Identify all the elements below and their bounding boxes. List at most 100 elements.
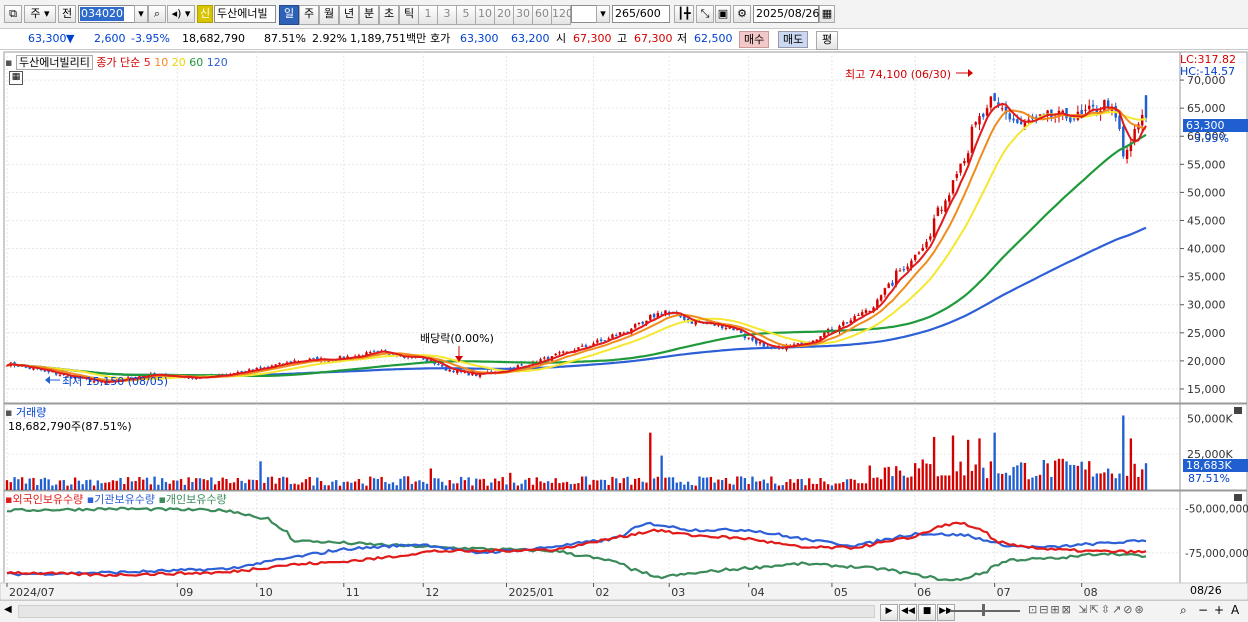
stock-code-input[interactable]: 034020 (78, 5, 136, 23)
high-arrow-head (968, 69, 973, 77)
zoom-slider[interactable] (950, 610, 1020, 612)
volume-bar (187, 477, 190, 490)
candle-body (947, 195, 951, 202)
candle-body (599, 339, 603, 341)
volume-bar (304, 479, 308, 490)
candle-body (603, 340, 607, 342)
date-tick-label: 02 (596, 586, 610, 599)
interval-button-120[interactable]: 120 (551, 5, 573, 25)
volume-bar (501, 477, 504, 490)
save-icon[interactable]: ▣ (715, 5, 731, 23)
interval-button-30[interactable]: 30 (513, 5, 533, 25)
volume-bar (1114, 478, 1117, 490)
period-button-0[interactable]: 일 (279, 5, 299, 25)
volume-bar (668, 477, 671, 490)
interval-button-3[interactable]: 3 (437, 5, 457, 25)
candle-body (1084, 109, 1087, 111)
draw-tool-icon[interactable]: ⤡ (696, 5, 714, 23)
sound-icon[interactable]: ◂) ▾ (167, 5, 195, 23)
calendar-icon[interactable]: ▦ (819, 5, 835, 23)
play-control-1[interactable]: ◀◀ (899, 604, 917, 621)
panel-menu-icon[interactable]: ▪ (5, 56, 13, 69)
candle-body (652, 314, 656, 318)
date-field[interactable]: 2025/08/26 (753, 5, 819, 23)
volume-last-tag: 18,683K (1183, 459, 1248, 472)
interval-button-1[interactable]: 1 (418, 5, 438, 25)
period-button-6[interactable]: 틱 (399, 5, 419, 25)
candle-body (1031, 116, 1034, 120)
text-size-icon[interactable]: A (1231, 603, 1240, 617)
period-button-3[interactable]: 년 (339, 5, 359, 25)
search-icon[interactable]: ⌕ (148, 5, 166, 23)
volume-bar (89, 479, 92, 490)
date-tick-label: 07 (997, 586, 1011, 599)
code-dropdown-icon[interactable]: ▾ (134, 5, 148, 23)
plus-icon[interactable]: + (1214, 603, 1225, 617)
volume-bar (300, 482, 304, 490)
candle-body (838, 325, 841, 332)
interval-button-60[interactable]: 60 (532, 5, 552, 25)
play-control-2[interactable]: ■ (918, 604, 936, 621)
candle-body (406, 355, 410, 358)
candle-body (490, 371, 493, 374)
interval-button-5[interactable]: 5 (456, 5, 476, 25)
period-button-4[interactable]: 분 (359, 5, 379, 25)
candle-body (334, 359, 338, 361)
play-control-3[interactable]: ▶▶ (937, 604, 955, 621)
interval-button-20[interactable]: 20 (494, 5, 514, 25)
indicator-settings-icon[interactable]: ▦ (9, 71, 23, 85)
candle-body (649, 315, 652, 320)
window-menu-icon[interactable]: ⧉ (4, 5, 22, 23)
interval-input[interactable] (571, 5, 597, 23)
high-label: 고 (617, 32, 628, 45)
zoom-icon[interactable]: ⌕ (1180, 603, 1187, 617)
candle-body (751, 337, 754, 341)
volume-bar (482, 478, 485, 490)
play-control-0[interactable]: ▶ (880, 604, 898, 621)
period-button-2[interactable]: 월 (319, 5, 339, 25)
volume-bar (1133, 463, 1136, 490)
date-tick-label: 10 (259, 586, 273, 599)
horizontal-scrollbar[interactable] (18, 605, 875, 618)
volume-bar (516, 485, 520, 490)
candle-body (501, 369, 504, 373)
sell-button[interactable]: 매도 (778, 31, 809, 48)
candle-body (607, 338, 610, 340)
candle-body (860, 312, 864, 316)
eval-button[interactable]: 평 (816, 31, 838, 50)
volume-bar (528, 477, 531, 490)
bar-count-field[interactable]: 265/600 (612, 5, 670, 23)
holder-legend-0: ▪외국인보유수량 (5, 493, 84, 506)
volume-bar (755, 481, 758, 490)
market-select[interactable]: 주 ▾ (24, 5, 56, 23)
volume-bar (770, 476, 773, 490)
volume-bar (910, 476, 913, 490)
right-date-label: 08/26 (1190, 584, 1222, 597)
volume-ratio: 87.51% (264, 32, 306, 45)
zoom-slider-thumb[interactable] (982, 604, 985, 616)
volume-bar (168, 483, 171, 490)
volume-bar (13, 477, 16, 490)
buy-button[interactable]: 매수 (739, 31, 770, 48)
scroll-left-icon[interactable]: ◀ (4, 604, 12, 615)
current-price-tag: 63,300 (1183, 119, 1248, 132)
gear-icon[interactable]: ⚙ (733, 5, 751, 23)
volume-bar (115, 480, 118, 490)
prev-button[interactable]: 전 (58, 5, 76, 23)
volume-bar (81, 484, 84, 490)
interval-button-10[interactable]: 10 (475, 5, 495, 25)
candle-body (1129, 142, 1133, 152)
bar-total: /600 (636, 7, 661, 20)
period-button-5[interactable]: 초 (379, 5, 399, 25)
volume-bar (433, 478, 436, 490)
minus-icon[interactable]: − (1198, 603, 1209, 617)
candle-body (773, 347, 777, 349)
period-button-1[interactable]: 주 (299, 5, 319, 25)
candle-type-icon[interactable]: ┃╋ (674, 5, 694, 23)
interval-dropdown-icon[interactable]: ▾ (596, 5, 610, 23)
panel-menu-icon-vol[interactable]: ▪ (5, 406, 13, 419)
stock-name-field[interactable]: 두산에너빌 (214, 5, 276, 23)
candle-body (917, 252, 921, 254)
